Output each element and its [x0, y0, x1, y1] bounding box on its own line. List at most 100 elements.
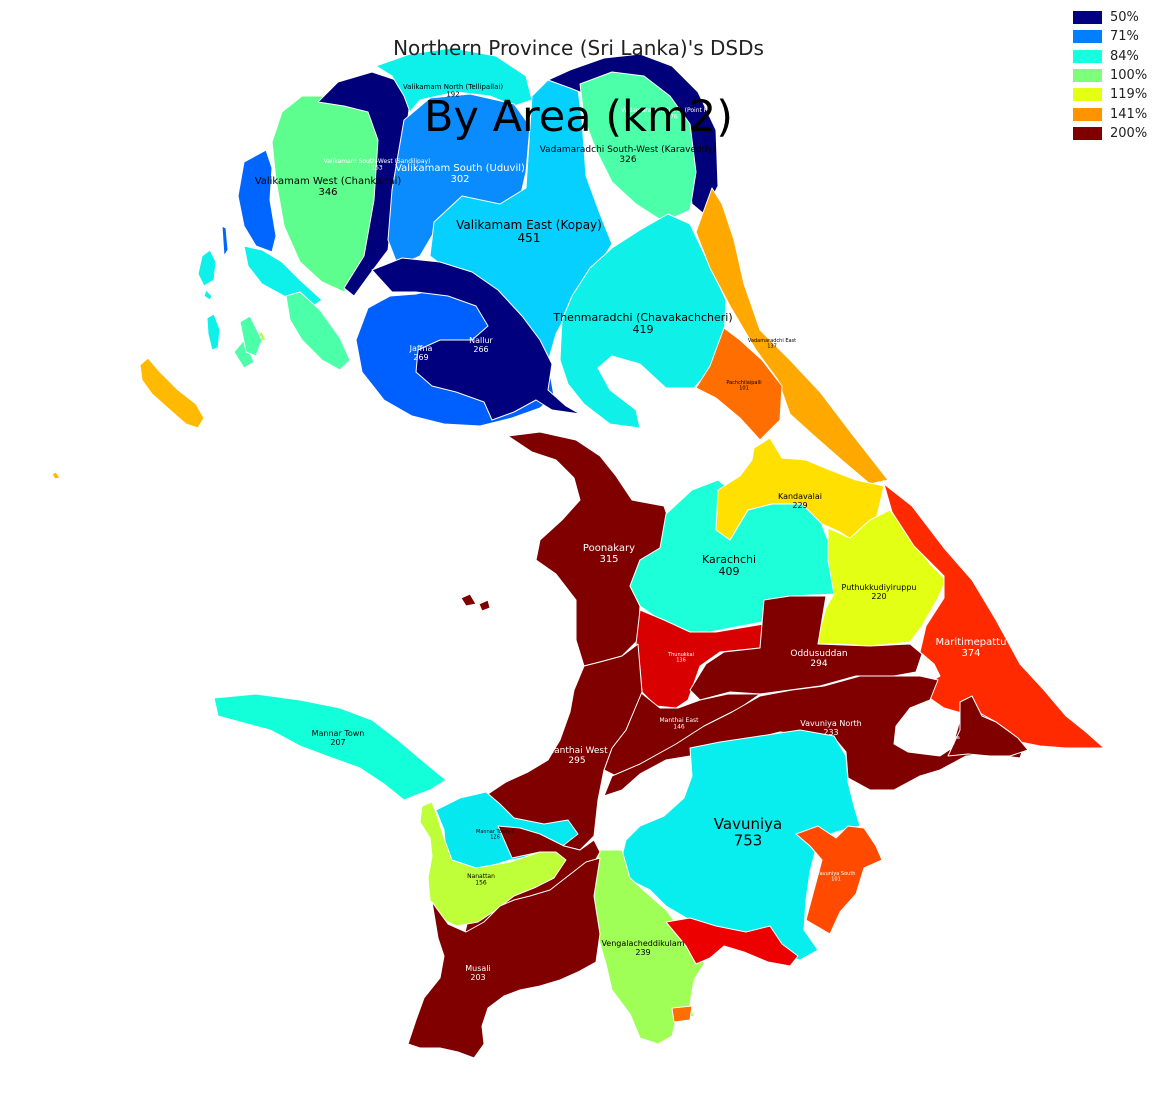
region-label-maritimepattu: Maritimepattu	[936, 637, 1007, 648]
legend-swatch	[1073, 11, 1102, 25]
region-karainagar-shape	[285, 291, 351, 371]
region-value-vengalacheddikulam: 239	[635, 948, 650, 957]
region-label-thunukkai: Thunukkai	[667, 652, 694, 658]
legend-label: 84%	[1110, 48, 1139, 64]
region-value-vadamaradchi-south-west-karaveddy: 326	[619, 155, 636, 165]
region-label-valikamam-west-chankanai: Valikamam West (Chankanai)	[255, 176, 402, 187]
region-label-mannar-town: Mannar Town	[312, 729, 365, 738]
legend-label: 141%	[1110, 106, 1148, 122]
region-value-thunukkai: 136	[676, 658, 686, 664]
island-shape	[51, 471, 61, 480]
region-value-karachchi: 409	[719, 565, 740, 578]
region-value-maritimepattu: 374	[961, 648, 980, 659]
region-label-oddusuddan: Oddusuddan	[790, 649, 847, 659]
region-value-vavuniya-north: 233	[823, 728, 838, 737]
region-pachchilaipalli-shape	[695, 327, 783, 441]
region-value-manthai-west: 295	[568, 756, 585, 766]
region-label-valikamam-north-tellipallai: Valikamam North (Tellipallai)	[403, 83, 503, 91]
region-label-vavuniya-south: Vavuniya South	[817, 871, 856, 877]
region-nanattan-shape	[419, 801, 567, 927]
region-label-nallur: Nallur	[469, 336, 493, 345]
region-label-valikamam-east-kopay: Valikamam East (Kopay)	[456, 218, 602, 232]
region-label-puthukkudiyiruppu: Puthukkudiyiruppu	[842, 583, 917, 592]
region-value-welioya: 106	[945, 741, 955, 747]
legend-label: 50%	[1110, 10, 1139, 26]
region-label-valikamam-south-west-sandilipay: Valikamam South-West (Sandilipay)	[324, 158, 431, 165]
region-label-vavuniya-north: Vavuniya North	[800, 719, 861, 728]
region-value-manthai-east: 146	[673, 724, 685, 731]
legend-swatch	[1073, 69, 1102, 83]
island-shape	[197, 249, 217, 287]
region-vavuniya-north-shape	[603, 675, 1025, 797]
region-label-mannar-town-2: Mannar Town-2	[476, 829, 514, 835]
region-valikamam-sw-dark-shape	[317, 71, 411, 297]
region-label-karachchi: Karachchi	[702, 553, 756, 566]
region-label-poonakary: Poonakary	[583, 543, 635, 554]
region-value-valikamam-west-chankanai: 346	[318, 187, 337, 198]
island-shape	[203, 289, 213, 301]
region-oddusuddan-shape	[689, 595, 923, 701]
legend-swatch	[1073, 30, 1102, 44]
region-value-puthukkudiyiruppu: 220	[871, 592, 886, 601]
island-shape	[221, 225, 229, 257]
region-label-vadamaradchi-east: Vadamaradchi East	[748, 338, 796, 344]
region-label-manthai-west: Manthai West	[546, 746, 608, 756]
region-value-jaffna: 269	[413, 353, 428, 362]
legend-label: 119%	[1110, 87, 1148, 103]
region-label-manthai-east: Manthai East	[659, 717, 699, 724]
legend-label: 200%	[1110, 125, 1148, 141]
region-label-welioya: Welioya	[940, 735, 960, 741]
legend: 50% 71% 84% 100% 119% 141% 200%	[1073, 8, 1147, 143]
legend-label: 71%	[1110, 29, 1139, 45]
island-shape	[233, 339, 255, 369]
region-label-musali: Musali	[465, 964, 491, 973]
island-shape	[460, 593, 477, 607]
region-label-vadamaradchi-north-point-pedro: Vadamaradchi North (Point Pedro)	[621, 107, 723, 114]
region-value-vavuniya-south: 101	[831, 877, 841, 883]
region-value-oddusuddan: 294	[810, 659, 827, 669]
region-label-valikamam-south-uduvil: Valikamam South (Uduvil)	[395, 163, 525, 174]
region-musali-shape	[407, 857, 601, 1059]
region-label-jaffna: Jaffna	[409, 344, 433, 353]
region-value-pachchilaipalli: 101	[739, 386, 749, 392]
region-red-strip-shape	[665, 917, 799, 967]
legend-item: 84%	[1073, 47, 1147, 66]
region-vavuniya-shape	[619, 729, 861, 961]
chart-title: Northern Province (Sri Lanka)'s DSDs	[393, 36, 764, 60]
region-value-vavuniya: 753	[734, 832, 763, 850]
region-value-musali: 203	[470, 973, 485, 982]
region-label-madhu: Madhu	[596, 838, 623, 847]
region-mannar-town-shape	[213, 693, 447, 801]
region-label-nanattan: Nanattan	[467, 873, 495, 880]
region-label-pachchilaipalli: Pachchilaipalli	[726, 380, 761, 386]
legend-label: 100%	[1110, 68, 1148, 84]
legend-item: 50%	[1073, 8, 1147, 27]
legend-swatch	[1073, 126, 1102, 140]
region-label-vadamaradchi-south-west-karaveddy: Vadamaradchi South-West (Karaveddy)	[540, 145, 717, 155]
region-label-vavuniya: Vavuniya	[714, 815, 782, 833]
region-nallur-shape	[371, 257, 581, 421]
region-value-mannar-town: 207	[330, 738, 345, 747]
region-vengal-tip-shape	[671, 1005, 693, 1023]
island-shape	[206, 313, 221, 351]
region-value-valikamam-north-tellipallai: 192	[446, 91, 459, 99]
chart-subtitle: By Area (km2)	[424, 92, 733, 142]
region-label-vengalacheddikulam: Vengalacheddikulam	[601, 939, 684, 948]
region-value-nanattan: 156	[475, 880, 487, 887]
legend-swatch	[1073, 49, 1102, 63]
region-value-vadamaradchi-north-point-pedro: 176	[666, 114, 678, 121]
region-value-valikamam-east-kopay: 451	[518, 231, 541, 245]
region-value-kandavalai: 229	[792, 501, 807, 510]
region-welioya-shape	[947, 695, 1029, 757]
legend-item: 200%	[1073, 124, 1147, 143]
legend-swatch	[1073, 88, 1102, 102]
region-kandavalai-shape	[715, 437, 885, 565]
region-value-valikamam-south-uduvil: 302	[450, 174, 469, 185]
region-value-thenmaradchi-chavakachcheri: 419	[633, 323, 654, 336]
region-value-vadamaradchi-east: 137	[767, 344, 777, 350]
region-vavuniya-south-shape	[795, 825, 883, 935]
legend-item: 100%	[1073, 66, 1147, 85]
island-shape	[478, 599, 491, 612]
legend-item: 141%	[1073, 104, 1147, 123]
